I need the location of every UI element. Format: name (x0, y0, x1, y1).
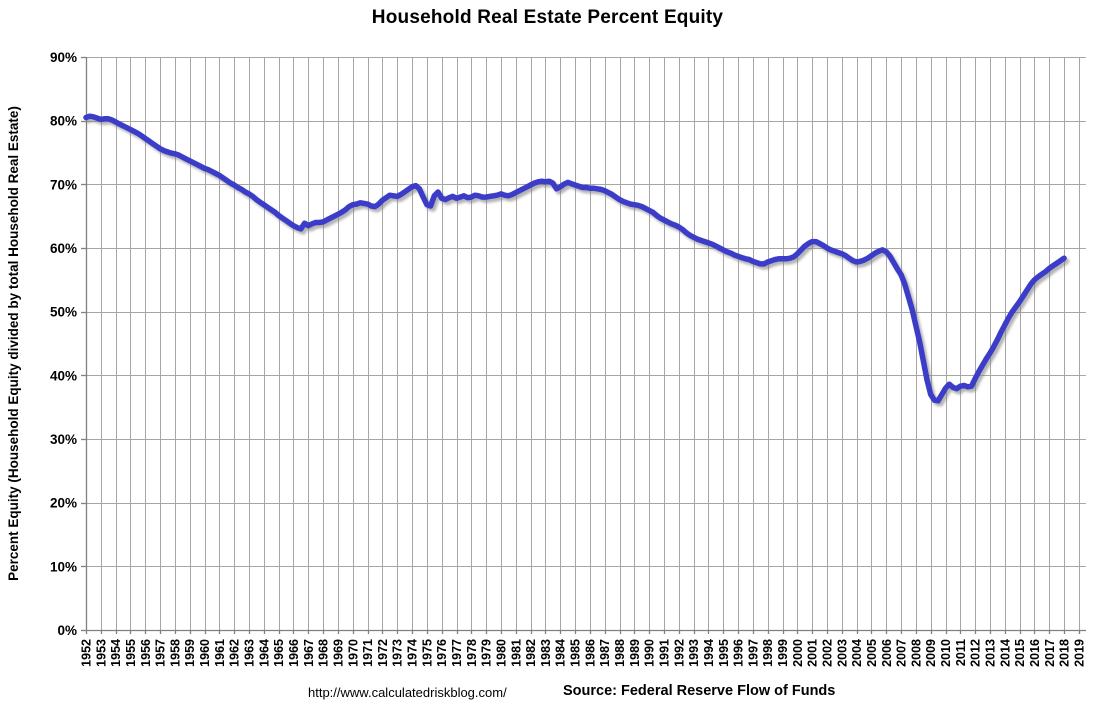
x-tick-label: 1955 (124, 639, 138, 667)
footer-url: http://www.calculatedriskblog.com/ (308, 685, 507, 700)
x-tick-label: 2004 (850, 639, 864, 667)
x-tick-label: 2018 (1058, 639, 1072, 667)
x-tick-label: 1958 (168, 639, 182, 667)
x-tick-label: 2002 (821, 639, 835, 667)
x-tick-label: 1970 (346, 639, 360, 667)
y-tick-label: 90% (50, 50, 77, 65)
x-tick-label: 2000 (791, 639, 805, 667)
x-tick-label: 1988 (613, 639, 627, 667)
x-tick-label: 1978 (465, 639, 479, 667)
x-tick-label: 2014 (998, 639, 1012, 667)
x-tick-label: 2010 (939, 639, 953, 667)
x-tick-label: 1963 (243, 639, 257, 667)
y-tick-label: 60% (50, 241, 77, 256)
y-tick-label: 80% (50, 114, 77, 129)
x-tick-label: 2011 (954, 639, 968, 666)
x-tick-label: 1990 (643, 639, 657, 667)
x-tick-label: 1972 (376, 639, 390, 667)
y-tick-label: 50% (50, 305, 77, 320)
x-tick-label: 1973 (391, 639, 405, 667)
x-tick-label: 1968 (317, 639, 331, 667)
y-tick-label: 10% (50, 559, 77, 574)
x-tick-label: 1980 (494, 639, 508, 667)
x-tick-label: 1999 (776, 639, 790, 667)
x-tick-label: 2005 (865, 639, 879, 667)
x-tick-label: 1982 (524, 639, 538, 667)
x-tick-label: 1985 (569, 639, 583, 667)
x-tick-label: 2016 (1028, 639, 1042, 667)
x-tick-label: 1987 (598, 639, 612, 667)
x-tick-label: 1994 (702, 639, 716, 667)
x-tick-label: 2019 (1072, 639, 1086, 667)
x-tick-label: 1996 (732, 639, 746, 667)
chart-title: Household Real Estate Percent Equity (371, 7, 724, 28)
x-tick-label: 1976 (435, 639, 449, 667)
x-tick-label: 1960 (198, 639, 212, 667)
x-tick-label: 1986 (583, 639, 597, 667)
x-tick-label: 1966 (287, 639, 301, 667)
y-axis-title: Percent Equity (Household Equity divided… (6, 106, 21, 581)
x-tick-label: 2007 (895, 639, 909, 667)
x-tick-label: 1992 (672, 639, 686, 667)
x-tick-label: 1997 (746, 639, 760, 667)
x-tick-label: 1965 (272, 639, 286, 667)
x-tick-label: 2012 (969, 639, 983, 667)
x-tick-label: 1952 (80, 639, 94, 667)
equity-line (83, 113, 1067, 404)
x-tick-label: 1991 (657, 639, 671, 667)
chart-footer: http://www.calculatedriskblog.com/ Sourc… (0, 683, 1095, 705)
x-tick-label: 2001 (806, 639, 820, 667)
x-tick-label: 1961 (213, 639, 227, 667)
y-tick-label: 30% (50, 432, 77, 447)
x-tick-label: 2013 (984, 639, 998, 667)
x-tick-label: 1993 (687, 639, 701, 667)
x-tick-label: 1975 (420, 639, 434, 667)
x-tick-label: 1984 (554, 639, 568, 667)
x-tick-label: 1969 (331, 639, 345, 667)
x-tick-label: 1998 (761, 639, 775, 667)
x-tick-label: 1989 (628, 639, 642, 667)
x-tick-label: 1995 (717, 639, 731, 667)
y-tick-label: 20% (50, 496, 77, 511)
x-tick-label: 2008 (909, 639, 923, 667)
x-tick-label: 1974 (406, 639, 420, 667)
x-tick-label: 1981 (509, 639, 523, 667)
x-tick-label: 1983 (539, 639, 553, 667)
footer-source-label: Source: Federal Reserve Flow of Funds (563, 683, 836, 699)
y-tick-label: 70% (50, 177, 77, 192)
y-tick-label: 40% (50, 368, 77, 383)
x-tick-label: 1956 (139, 639, 153, 667)
x-tick-label: 2009 (924, 639, 938, 667)
x-tick-label: 1964 (257, 639, 271, 667)
gridlines (86, 57, 1086, 631)
x-tick-label: 2006 (880, 639, 894, 667)
x-tick-label: 1962 (228, 639, 242, 667)
x-tick-label: 2017 (1043, 639, 1057, 667)
x-tick-label: 1953 (94, 639, 108, 667)
x-tick-label: 1979 (480, 639, 494, 667)
x-tick-label: 1967 (302, 639, 316, 667)
x-tick-label: 2015 (1013, 639, 1027, 667)
x-tick-label: 1959 (183, 639, 197, 667)
x-tick-label: 1957 (154, 639, 168, 667)
x-tick-label: 1954 (109, 639, 123, 667)
y-tick-label: 0% (57, 623, 77, 638)
x-tick-label: 1977 (450, 639, 464, 667)
x-tick-label: 1971 (361, 639, 375, 667)
x-tick-label: 2003 (835, 639, 849, 667)
axes (81, 56, 1086, 634)
